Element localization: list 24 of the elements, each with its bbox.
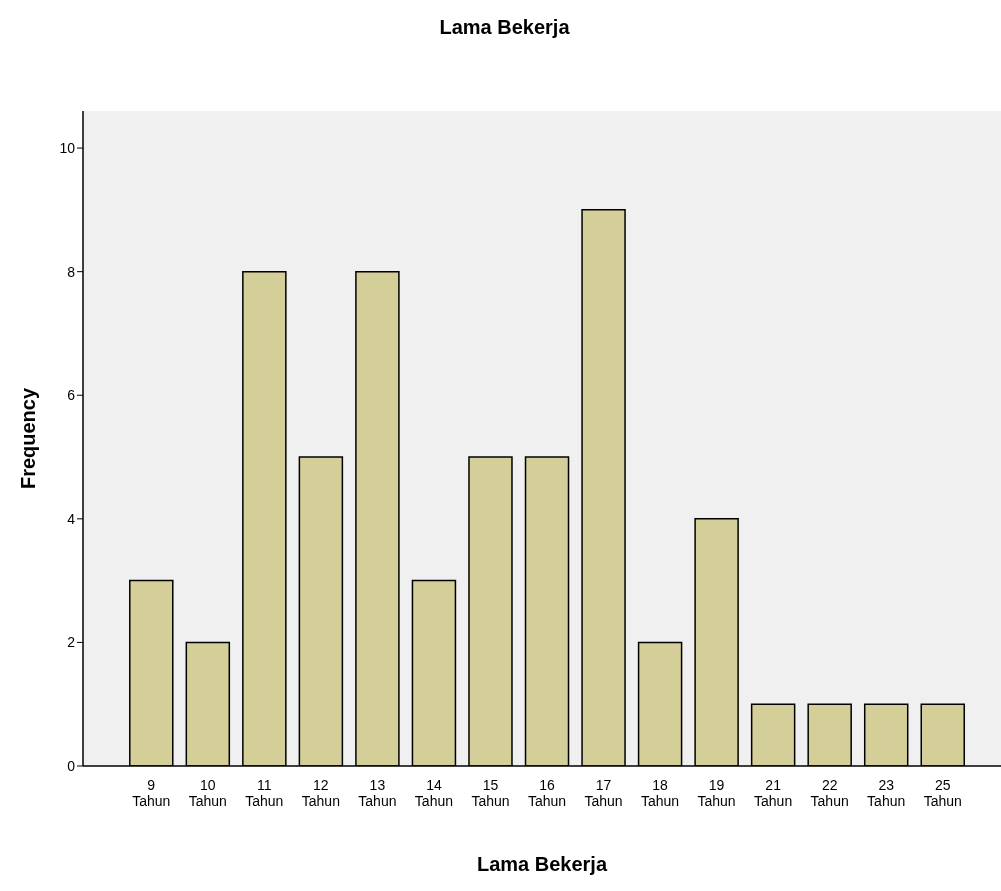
x-tick-label: 11 Tahun	[245, 777, 284, 809]
chart-title: Lama Bekerja	[438, 15, 571, 40]
x-tick-label: 10 Tahun	[188, 777, 227, 809]
y-tick-label: 10	[59, 140, 76, 157]
y-axis-title: Frequency	[17, 387, 40, 490]
x-tick-label: 17 Tahun	[584, 777, 623, 809]
x-tick-label: 12 Tahun	[301, 777, 340, 809]
y-tick-label: 0	[67, 757, 76, 774]
x-tick-label: 18 Tahun	[640, 777, 680, 809]
x-tick-label: 22 Tahun	[810, 777, 849, 809]
x-tick-label: 9 Tahun	[132, 777, 171, 809]
x-tick-label: 21 Tahun	[754, 777, 793, 809]
x-tick-label: 14 Tahun	[414, 777, 454, 809]
x-tick-label: 16 Tahun	[527, 777, 567, 809]
x-tick-label: 13 Tahun	[358, 777, 397, 809]
y-tick-label: 2	[67, 634, 76, 651]
x-tick-label: 19 Tahun	[697, 777, 736, 809]
x-tick-label: 23 Tahun	[867, 777, 906, 809]
x-axis-title: Lama Bekerja	[476, 853, 608, 875]
y-tick-label: 8	[67, 263, 76, 280]
y-tick-label: 6	[67, 387, 76, 404]
y-tick-label: 4	[67, 510, 76, 527]
x-tick-label: 25 Tahun	[923, 777, 962, 809]
x-tick-label: 15 Tahun	[471, 777, 510, 809]
